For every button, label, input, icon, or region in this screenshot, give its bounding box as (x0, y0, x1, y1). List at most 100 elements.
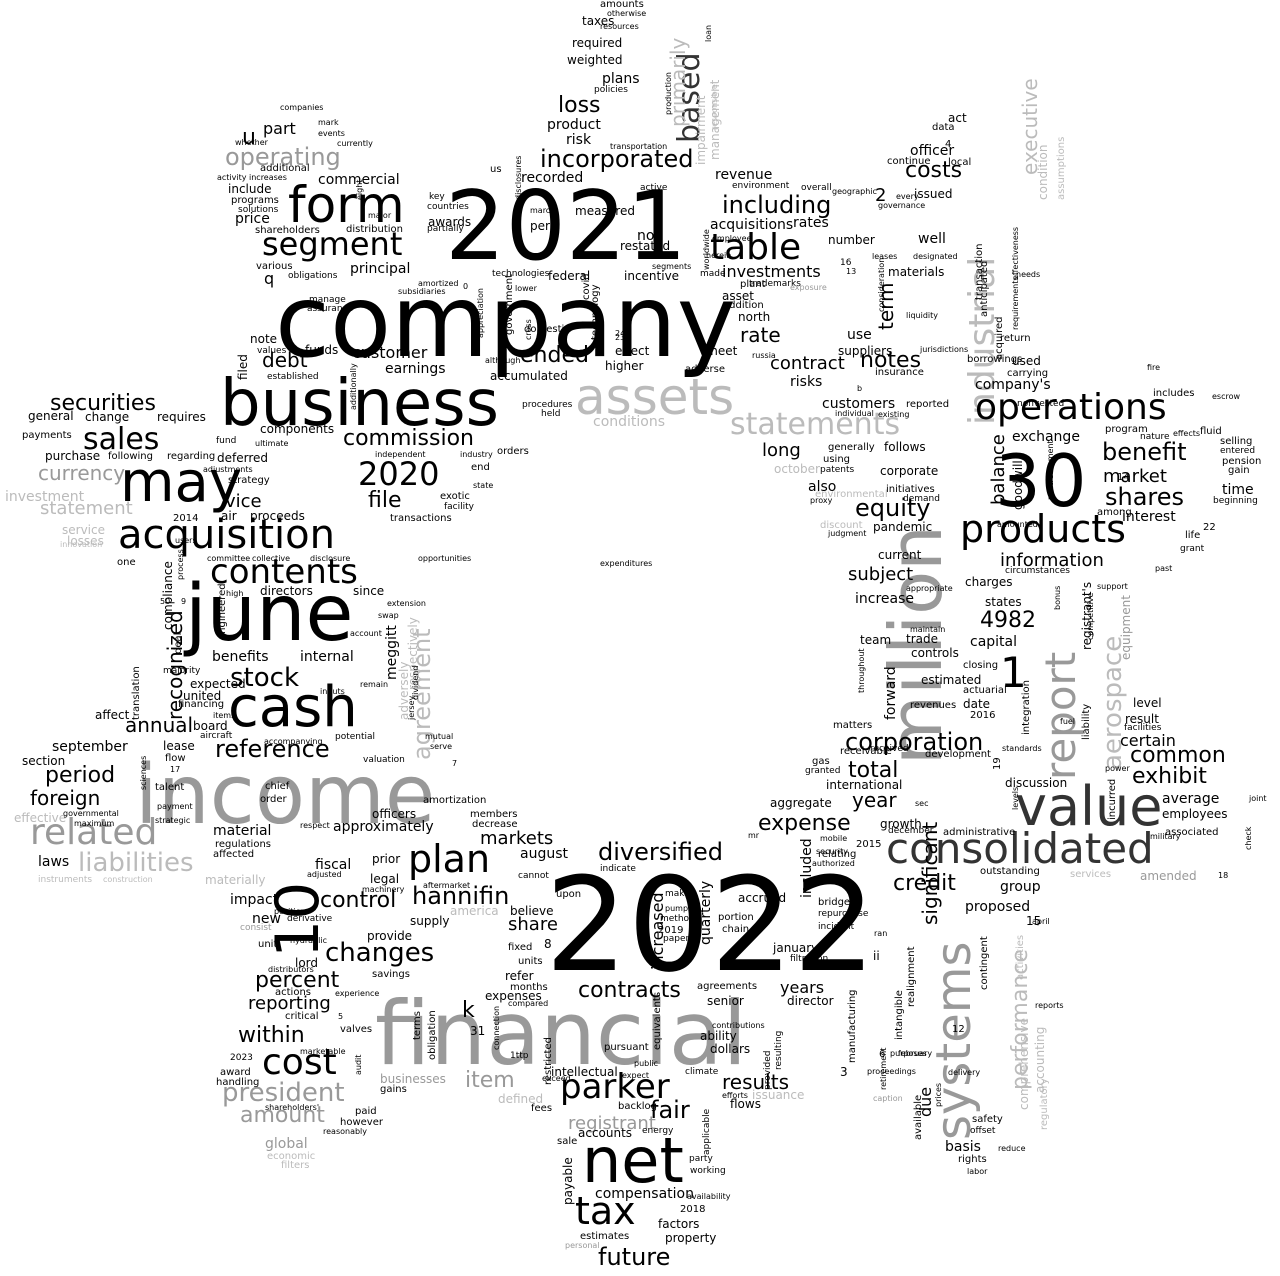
word-basis: basis (945, 1139, 981, 1155)
word-generally: generally (828, 442, 875, 453)
word-provided: provided (763, 1050, 773, 1090)
word-life: life (1185, 530, 1201, 541)
word-insurance: insurance (875, 367, 924, 378)
word-estimates: estimates (580, 1231, 630, 1242)
word-proxy: proxy (810, 496, 833, 505)
word-vice: vice (225, 491, 262, 512)
word-4: 4 (945, 139, 952, 150)
word-issued: issued (914, 187, 953, 201)
word-included: included (799, 838, 815, 898)
word-worldwide: worldwide (702, 229, 711, 270)
word-per: per (530, 219, 550, 233)
word-payment: payment (157, 802, 193, 811)
word-program: program (1105, 424, 1148, 435)
word-well: well (918, 231, 946, 247)
word-technologies: technologies (492, 269, 550, 279)
word-one: one (117, 557, 136, 568)
word-including: including (722, 191, 832, 219)
word-partially: partially (427, 224, 464, 234)
word-amortization: amortization (423, 795, 487, 806)
word-activity: activity (217, 173, 247, 182)
word-factors: factors (658, 1217, 700, 1231)
word-tax: tax (575, 1189, 636, 1233)
word-2022: 2022 (545, 849, 876, 1001)
word-credit: credit (893, 871, 956, 896)
word-president: president (222, 1078, 345, 1108)
word-throughout: throughout (857, 648, 866, 693)
word-b: b (857, 384, 863, 393)
word-impact: impact (230, 892, 279, 908)
word-applicable: applicable (702, 1108, 712, 1155)
word-plant: plant (740, 279, 766, 290)
word-2023: 2023 (230, 1053, 253, 1063)
word-fixed: fixed (508, 942, 533, 953)
word-average: average (1162, 791, 1220, 807)
word-earnings: earnings (385, 361, 446, 377)
word-commercial: commercial (318, 172, 400, 188)
word-circumstances: circumstances (1005, 566, 1070, 576)
word-3: 3 (840, 1065, 848, 1079)
word-amortized: amortized (418, 279, 459, 288)
word-majority: majority (163, 666, 201, 676)
word-product: product (547, 117, 601, 133)
word-outstanding: outstanding (980, 866, 1040, 877)
word-amounted: amounted (997, 520, 1038, 529)
word-united: united (183, 689, 222, 703)
word-aggregate: aggregate (770, 796, 832, 810)
word-companies: companies (280, 103, 324, 112)
word-lower: lower (515, 284, 537, 293)
word-filters: filters (281, 1160, 310, 1171)
word-comprehensive: comprehensive (1017, 1018, 1031, 1110)
word-security: security (816, 847, 848, 856)
word-16: 16 (840, 258, 852, 268)
word-24: 24 (615, 329, 626, 338)
word-independent: independent (375, 450, 426, 459)
word-postretirement: postretirement (1046, 440, 1055, 500)
word-audit: audit (354, 1054, 363, 1075)
word-accompanying: accompanying (264, 737, 323, 746)
word-levels: levels (1011, 786, 1020, 810)
word-exotic: exotic (440, 491, 470, 502)
word-bonus: bonus (1053, 585, 1062, 610)
word-section: section (22, 754, 66, 768)
word-facility: facility (444, 502, 474, 512)
word-shareholders: shareholders (255, 225, 320, 236)
word-trademarks: trademarks (749, 279, 801, 289)
word-2: 2 (875, 185, 887, 206)
word-acquisitions: acquisitions (710, 217, 794, 233)
word-government: government (504, 274, 515, 335)
word-2014: 2014 (173, 513, 199, 524)
word-contract: contract (770, 353, 845, 374)
word-environment: environment (732, 181, 790, 191)
word-benefit: benefit (1102, 438, 1187, 466)
word-states: states (985, 595, 1022, 609)
word-jurisdictions: jurisdictions (920, 345, 969, 354)
word-swap: swap (378, 611, 399, 620)
word-deal: deal (173, 632, 184, 654)
word-borrowings: borrowings (967, 354, 1023, 365)
word-12: 12 (952, 1024, 965, 1035)
word-established: established (267, 372, 319, 382)
word-existing: existing (878, 410, 910, 419)
word-chief: chief (265, 781, 290, 792)
word-receivable: receivable (840, 746, 892, 757)
word-obligation: obligation (427, 1010, 438, 1060)
word-paper: paper (663, 934, 690, 944)
word-ii: ii (873, 949, 880, 963)
word-facilities: facilities (1124, 723, 1162, 733)
word-using: using (823, 454, 851, 465)
word-proceeds: proceeds (250, 509, 305, 523)
word-8: 8 (544, 937, 552, 951)
word-incurred: incurred (1107, 778, 1118, 820)
word-expect: expect (622, 1071, 650, 1080)
word-manage: manage (309, 295, 346, 305)
word-31: 31 (470, 1024, 486, 1038)
word-adverse: adverse (685, 364, 726, 375)
word-general: general (28, 409, 74, 423)
word-mobile: mobile (820, 834, 848, 843)
word-interest: interest (1122, 509, 1176, 525)
word-addition: addition (723, 300, 764, 311)
word-equipment: equipment (1119, 595, 1133, 660)
word-policies: policies (594, 85, 628, 95)
